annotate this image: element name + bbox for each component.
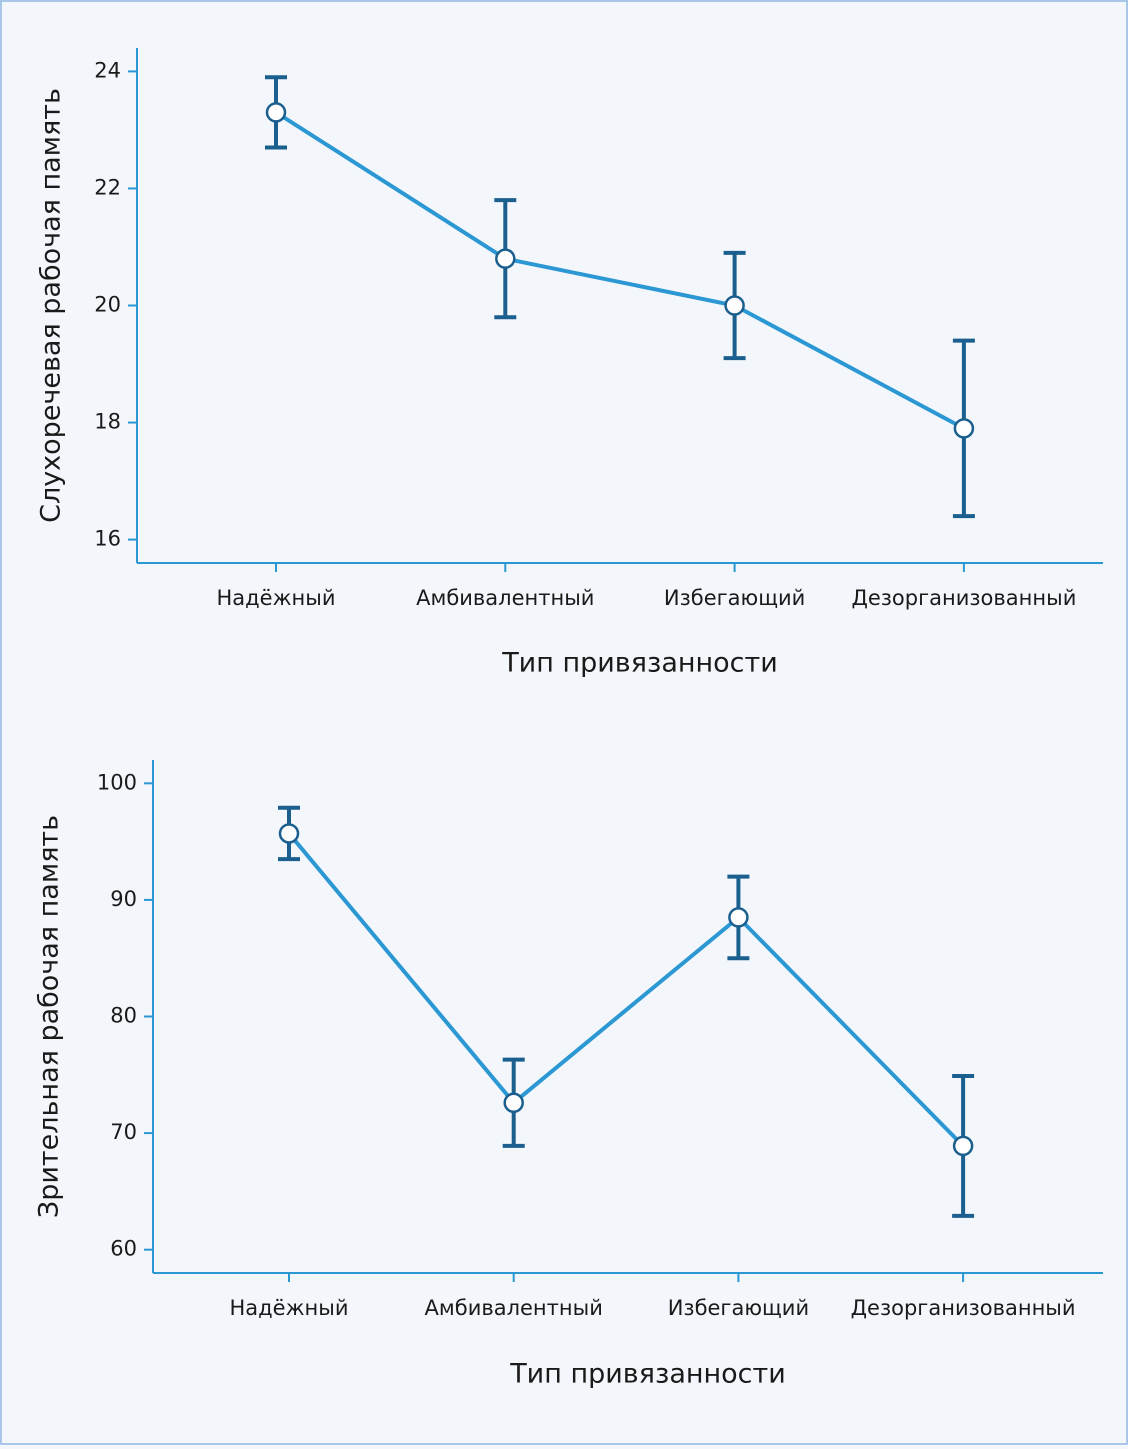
y-tick-label: 100	[97, 770, 137, 794]
x-tick-label: Избегающий	[664, 586, 805, 610]
y-axis-title: Зрительная рабочая память	[34, 815, 65, 1218]
y-tick-label: 16	[94, 527, 121, 551]
data-point	[503, 1092, 524, 1114]
y-tick-label: 20	[94, 293, 121, 317]
data-line	[287, 832, 965, 1148]
y-tick-label: 70	[110, 1120, 137, 1144]
x-tick-label: Надёжный	[217, 586, 336, 610]
data-point	[952, 1135, 974, 1157]
y-tick-label: 18	[94, 410, 121, 434]
data-point	[953, 418, 975, 439]
x-tick-label: Дезорганизованный	[851, 1296, 1076, 1320]
data-point	[724, 295, 745, 316]
y-axis-title: Слухоречевая рабочая память	[36, 88, 67, 523]
data-point	[278, 823, 300, 844]
y-tick-label: 80	[110, 1004, 137, 1028]
y-tick-label: 90	[110, 887, 137, 911]
data-line	[274, 110, 965, 431]
data-point	[265, 102, 287, 123]
y-tick-label: 24	[94, 58, 121, 82]
data-point	[728, 907, 749, 928]
x-tick-label: Избегающий	[668, 1296, 809, 1320]
x-tick-label: Амбивалентный	[425, 1296, 603, 1320]
x-tick-label: Дезорганизованный	[851, 586, 1076, 610]
x-tick-label: Амбивалентный	[416, 586, 594, 610]
data-point	[495, 248, 516, 269]
y-tick-label: 22	[94, 175, 121, 199]
x-axis-title: Тип привязанности	[509, 1359, 786, 1390]
x-tick-label: Надёжный	[230, 1296, 349, 1320]
x-axis-title: Тип привязанности	[501, 648, 778, 679]
y-tick-label: 60	[110, 1237, 137, 1261]
